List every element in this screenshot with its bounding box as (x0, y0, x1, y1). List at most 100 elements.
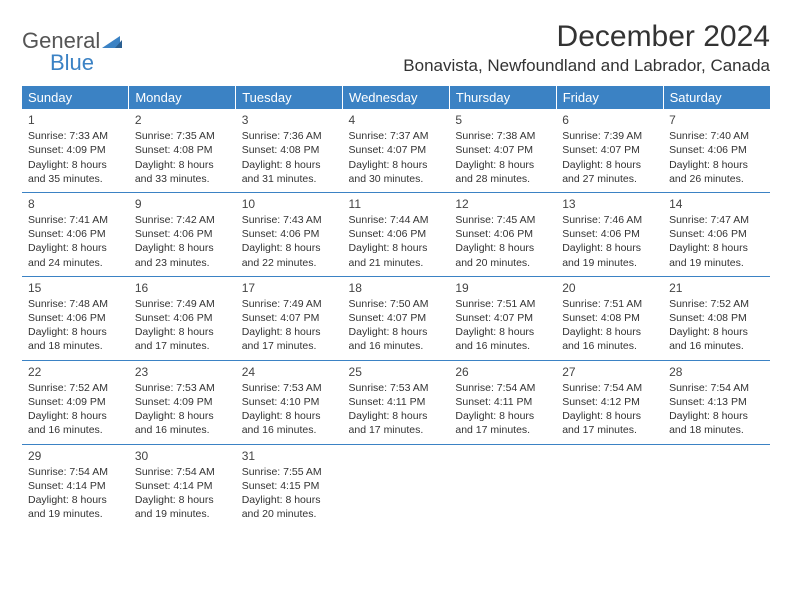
daylight-text-1: Daylight: 8 hours (28, 409, 123, 423)
daylight-text-1: Daylight: 8 hours (135, 493, 230, 507)
daylight-text-2: and 17 minutes. (242, 339, 337, 353)
sunrise-text: Sunrise: 7:51 AM (455, 297, 550, 311)
daylight-text-2: and 17 minutes. (455, 423, 550, 437)
logo-word2: Blue (50, 50, 94, 76)
day-number: 25 (349, 364, 444, 380)
sunrise-text: Sunrise: 7:54 AM (455, 381, 550, 395)
calendar-empty-cell (343, 444, 450, 527)
day-number: 1 (28, 112, 123, 128)
sunset-text: Sunset: 4:07 PM (349, 311, 444, 325)
day-number: 15 (28, 280, 123, 296)
day-number: 5 (455, 112, 550, 128)
sunrise-text: Sunrise: 7:54 AM (669, 381, 764, 395)
sunset-text: Sunset: 4:14 PM (135, 479, 230, 493)
sunset-text: Sunset: 4:13 PM (669, 395, 764, 409)
sunset-text: Sunset: 4:08 PM (562, 311, 657, 325)
day-number: 16 (135, 280, 230, 296)
sunrise-text: Sunrise: 7:52 AM (28, 381, 123, 395)
day-number: 19 (455, 280, 550, 296)
calendar-day-cell: 22Sunrise: 7:52 AMSunset: 4:09 PMDayligh… (22, 360, 129, 444)
sunset-text: Sunset: 4:06 PM (455, 227, 550, 241)
calendar-day-cell: 4Sunrise: 7:37 AMSunset: 4:07 PMDaylight… (343, 109, 450, 192)
sunrise-text: Sunrise: 7:53 AM (349, 381, 444, 395)
calendar-day-cell: 20Sunrise: 7:51 AMSunset: 4:08 PMDayligh… (556, 276, 663, 360)
daylight-text-1: Daylight: 8 hours (242, 158, 337, 172)
day-number: 17 (242, 280, 337, 296)
sunrise-text: Sunrise: 7:47 AM (669, 213, 764, 227)
daylight-text-2: and 35 minutes. (28, 172, 123, 186)
calendar-day-cell: 28Sunrise: 7:54 AMSunset: 4:13 PMDayligh… (663, 360, 770, 444)
daylight-text-1: Daylight: 8 hours (135, 325, 230, 339)
sunrise-text: Sunrise: 7:46 AM (562, 213, 657, 227)
daylight-text-2: and 31 minutes. (242, 172, 337, 186)
daylight-text-2: and 18 minutes. (669, 423, 764, 437)
day-number: 31 (242, 448, 337, 464)
daylight-text-1: Daylight: 8 hours (669, 409, 764, 423)
month-title: December 2024 (403, 20, 770, 54)
day-number: 24 (242, 364, 337, 380)
calendar-empty-cell (449, 444, 556, 527)
calendar-empty-cell (556, 444, 663, 527)
daylight-text-1: Daylight: 8 hours (349, 409, 444, 423)
day-number: 30 (135, 448, 230, 464)
day-header: Tuesday (236, 86, 343, 109)
sunset-text: Sunset: 4:07 PM (455, 311, 550, 325)
sunset-text: Sunset: 4:07 PM (349, 143, 444, 157)
daylight-text-2: and 19 minutes. (28, 507, 123, 521)
day-number: 21 (669, 280, 764, 296)
sunrise-text: Sunrise: 7:38 AM (455, 129, 550, 143)
calendar-week-row: 22Sunrise: 7:52 AMSunset: 4:09 PMDayligh… (22, 360, 770, 444)
sunset-text: Sunset: 4:06 PM (135, 227, 230, 241)
daylight-text-2: and 26 minutes. (669, 172, 764, 186)
daylight-text-1: Daylight: 8 hours (455, 158, 550, 172)
sunrise-text: Sunrise: 7:41 AM (28, 213, 123, 227)
sunrise-text: Sunrise: 7:49 AM (242, 297, 337, 311)
day-number: 27 (562, 364, 657, 380)
daylight-text-2: and 20 minutes. (455, 256, 550, 270)
daylight-text-2: and 24 minutes. (28, 256, 123, 270)
sunrise-text: Sunrise: 7:36 AM (242, 129, 337, 143)
sunrise-text: Sunrise: 7:53 AM (135, 381, 230, 395)
daylight-text-1: Daylight: 8 hours (455, 409, 550, 423)
calendar-day-cell: 7Sunrise: 7:40 AMSunset: 4:06 PMDaylight… (663, 109, 770, 192)
sunset-text: Sunset: 4:09 PM (135, 395, 230, 409)
calendar-table: SundayMondayTuesdayWednesdayThursdayFrid… (22, 86, 770, 527)
calendar-day-cell: 23Sunrise: 7:53 AMSunset: 4:09 PMDayligh… (129, 360, 236, 444)
calendar-week-row: 1Sunrise: 7:33 AMSunset: 4:09 PMDaylight… (22, 109, 770, 192)
calendar-week-row: 8Sunrise: 7:41 AMSunset: 4:06 PMDaylight… (22, 192, 770, 276)
calendar-day-cell: 25Sunrise: 7:53 AMSunset: 4:11 PMDayligh… (343, 360, 450, 444)
sunrise-text: Sunrise: 7:54 AM (562, 381, 657, 395)
calendar-body: 1Sunrise: 7:33 AMSunset: 4:09 PMDaylight… (22, 109, 770, 527)
calendar-day-cell: 8Sunrise: 7:41 AMSunset: 4:06 PMDaylight… (22, 192, 129, 276)
sunset-text: Sunset: 4:07 PM (455, 143, 550, 157)
calendar-day-cell: 18Sunrise: 7:50 AMSunset: 4:07 PMDayligh… (343, 276, 450, 360)
calendar-empty-cell (663, 444, 770, 527)
daylight-text-1: Daylight: 8 hours (455, 241, 550, 255)
calendar-day-cell: 26Sunrise: 7:54 AMSunset: 4:11 PMDayligh… (449, 360, 556, 444)
day-number: 28 (669, 364, 764, 380)
daylight-text-1: Daylight: 8 hours (28, 158, 123, 172)
calendar-day-cell: 15Sunrise: 7:48 AMSunset: 4:06 PMDayligh… (22, 276, 129, 360)
day-number: 14 (669, 196, 764, 212)
daylight-text-1: Daylight: 8 hours (28, 241, 123, 255)
calendar-header-row: SundayMondayTuesdayWednesdayThursdayFrid… (22, 86, 770, 109)
sunrise-text: Sunrise: 7:44 AM (349, 213, 444, 227)
calendar-day-cell: 11Sunrise: 7:44 AMSunset: 4:06 PMDayligh… (343, 192, 450, 276)
calendar-day-cell: 12Sunrise: 7:45 AMSunset: 4:06 PMDayligh… (449, 192, 556, 276)
sunset-text: Sunset: 4:09 PM (28, 143, 123, 157)
calendar-day-cell: 19Sunrise: 7:51 AMSunset: 4:07 PMDayligh… (449, 276, 556, 360)
daylight-text-1: Daylight: 8 hours (562, 241, 657, 255)
daylight-text-2: and 19 minutes. (135, 507, 230, 521)
day-number: 26 (455, 364, 550, 380)
day-number: 18 (349, 280, 444, 296)
calendar-day-cell: 29Sunrise: 7:54 AMSunset: 4:14 PMDayligh… (22, 444, 129, 527)
sunrise-text: Sunrise: 7:49 AM (135, 297, 230, 311)
sunset-text: Sunset: 4:15 PM (242, 479, 337, 493)
calendar-day-cell: 2Sunrise: 7:35 AMSunset: 4:08 PMDaylight… (129, 109, 236, 192)
daylight-text-1: Daylight: 8 hours (349, 241, 444, 255)
calendar-day-cell: 14Sunrise: 7:47 AMSunset: 4:06 PMDayligh… (663, 192, 770, 276)
page-header: GeneralBlue December 2024 Bonavista, New… (22, 20, 770, 76)
sunset-text: Sunset: 4:08 PM (669, 311, 764, 325)
sunrise-text: Sunrise: 7:55 AM (242, 465, 337, 479)
day-header: Friday (556, 86, 663, 109)
